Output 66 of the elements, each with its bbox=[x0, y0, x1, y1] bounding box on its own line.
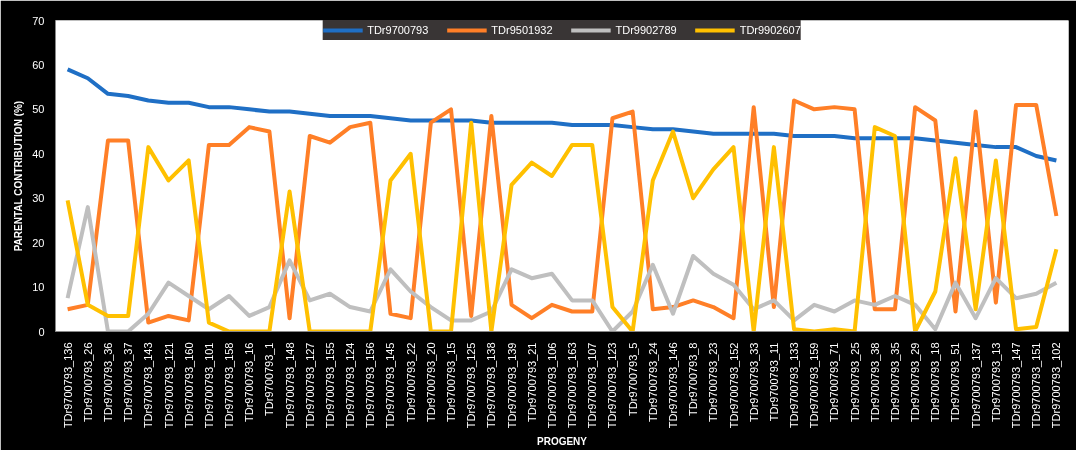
x-tick-label: TDr9700793_36 bbox=[101, 342, 114, 422]
x-tick-label: TDr9700793_5 bbox=[626, 342, 639, 416]
x-tick-label: TDr9700793_101 bbox=[202, 342, 215, 429]
y-tick-label: 0 bbox=[38, 325, 45, 338]
x-tick-label: TDr9700793_106 bbox=[545, 342, 558, 429]
x-tick-label: TDr9700793_20 bbox=[424, 342, 437, 422]
x-tick-label: TDr9700793_21 bbox=[525, 342, 538, 422]
x-tick-label: TDr9700793_160 bbox=[182, 342, 195, 429]
line-series bbox=[65, 205, 1059, 332]
y-tick-label: 60 bbox=[32, 58, 45, 71]
x-tick-label: TDr9700793_107 bbox=[586, 342, 599, 429]
x-tick-label: TDr9700793_138 bbox=[485, 342, 498, 429]
x-tick-label: TDr9700793_26 bbox=[81, 342, 94, 422]
x-tick-label: TDr9700793_143 bbox=[142, 342, 155, 429]
y-tick-label: 40 bbox=[32, 147, 45, 160]
x-tick-label: TDr9700793_102 bbox=[1050, 342, 1063, 429]
x-tick-label: TDr9700793_8 bbox=[687, 342, 700, 416]
x-tick-label: TDr9700793_151 bbox=[1030, 342, 1043, 429]
y-tick-label: 20 bbox=[32, 236, 45, 249]
legend-label: TDr9501932 bbox=[491, 24, 553, 36]
x-tick-label: TDr9700793_136 bbox=[61, 342, 74, 429]
x-tick-label: TDr9700793_15 bbox=[445, 342, 458, 422]
x-tick-label: TDr9700793_33 bbox=[747, 342, 760, 422]
x-tick-label: TDr9700793_37 bbox=[122, 342, 135, 422]
x-tick-label: TDr9700793_35 bbox=[888, 342, 901, 422]
x-tick-label: TDr9700793_145 bbox=[384, 342, 397, 429]
x-tick-label: TDr9700793_163 bbox=[566, 342, 579, 429]
x-tick-label: TDr9700793_137 bbox=[969, 342, 982, 429]
x-tick-label: TDr9700793_71 bbox=[828, 342, 841, 422]
x-tick-label: TDr9700793_124 bbox=[344, 342, 357, 429]
x-tick-label: TDr9700793_51 bbox=[949, 342, 962, 422]
x-tick-label: TDr9700793_121 bbox=[162, 342, 175, 429]
y-tick-label: 50 bbox=[32, 103, 45, 116]
legend-label: TDr9700793 bbox=[367, 24, 429, 36]
x-tick-label: TDr9700793_38 bbox=[868, 342, 881, 422]
x-tick-label: TDr9700793_23 bbox=[707, 342, 720, 422]
line-series bbox=[65, 67, 1059, 163]
x-tick-label: TDr9700793_18 bbox=[929, 342, 942, 422]
x-tick-label: TDr9700793_158 bbox=[223, 342, 236, 429]
x-tick-label: TDr9700793_152 bbox=[727, 342, 740, 429]
x-tick-label: TDr9700793_139 bbox=[505, 342, 518, 429]
x-tick-label: TDr9700793_156 bbox=[364, 342, 377, 429]
y-tick-label: 70 bbox=[32, 14, 45, 27]
x-tick-label: TDr9700793_1 bbox=[263, 342, 276, 416]
x-tick-label: TDr9700793_123 bbox=[606, 342, 619, 429]
x-tick-label: TDr9700793_127 bbox=[303, 342, 316, 429]
x-axis-title: PROGENY bbox=[537, 436, 588, 448]
x-tick-label: TDr9700793_11 bbox=[767, 342, 780, 422]
x-tick-label: TDr9700793_159 bbox=[808, 342, 821, 429]
y-tick-label: 10 bbox=[32, 281, 45, 294]
x-tick-label: TDr9700793_155 bbox=[323, 342, 336, 429]
y-axis-title: PARENTAL CONTRIBUTION (%) bbox=[13, 100, 25, 252]
y-tick-label: 30 bbox=[32, 192, 45, 205]
x-tick-label: TDr9700793_147 bbox=[1010, 342, 1023, 429]
x-tick-label: TDr9700793_25 bbox=[848, 342, 861, 422]
x-tick-label: TDr9700793_125 bbox=[465, 342, 478, 429]
x-tick-label: TDr9700793_22 bbox=[404, 342, 417, 422]
legend-label: TDr9902607 bbox=[739, 24, 801, 36]
x-tick-label: TDr9700793_133 bbox=[788, 342, 801, 429]
x-tick-label: TDr9700793_146 bbox=[666, 342, 679, 429]
x-tick-label: TDr9700793_148 bbox=[283, 342, 296, 429]
x-tick-label: TDr9700793_29 bbox=[909, 342, 922, 422]
x-tick-label: TDr9700793_13 bbox=[989, 342, 1002, 422]
x-tick-label: TDr9700793_16 bbox=[243, 342, 256, 422]
x-tick-label: TDr9700793_24 bbox=[646, 342, 659, 422]
legend-label: TDr9902789 bbox=[615, 24, 677, 36]
